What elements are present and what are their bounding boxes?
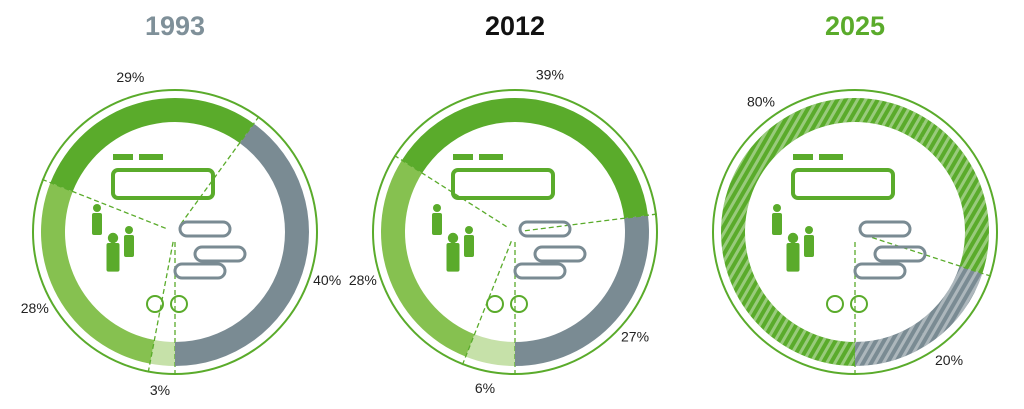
divider xyxy=(180,113,262,225)
value-label: 28% xyxy=(21,300,49,316)
value-label: 40% xyxy=(313,272,341,288)
bike-wheel xyxy=(826,295,844,313)
bike-wheel xyxy=(510,295,528,313)
car-icon xyxy=(513,262,567,280)
bus-roof xyxy=(113,154,133,160)
car-icon xyxy=(533,245,587,263)
bus-roof xyxy=(139,154,163,160)
bus-roof xyxy=(793,154,813,160)
person-body xyxy=(786,243,800,272)
car-icon xyxy=(173,262,227,280)
divider xyxy=(524,213,660,232)
person-head xyxy=(773,204,781,212)
bus-roof xyxy=(819,154,843,160)
divider xyxy=(39,177,166,229)
value-label: 80% xyxy=(747,93,775,109)
person-body xyxy=(106,243,120,272)
car-icon xyxy=(853,262,907,280)
person-head xyxy=(447,232,459,244)
bus-icon xyxy=(451,168,555,200)
person-head xyxy=(125,226,133,234)
chart-title: 2012 xyxy=(485,11,545,41)
person-body xyxy=(772,213,782,235)
person-head xyxy=(465,226,473,234)
value-label: 6% xyxy=(475,380,495,396)
person-head xyxy=(93,204,101,212)
bus-roof xyxy=(479,154,503,160)
bike-wheel xyxy=(486,295,504,313)
donut-segment xyxy=(175,123,309,366)
bike-wheel xyxy=(170,295,188,313)
car-icon xyxy=(193,245,247,263)
person-head xyxy=(787,232,799,244)
donut-segment xyxy=(149,340,175,366)
value-label: 28% xyxy=(349,272,377,288)
donut-segment xyxy=(50,97,254,192)
car-icon xyxy=(873,245,927,263)
donut-segment xyxy=(380,160,475,357)
person-head xyxy=(805,226,813,234)
divider xyxy=(864,234,995,278)
person-body xyxy=(804,235,814,257)
value-label: 27% xyxy=(621,329,649,345)
chart-title: 1993 xyxy=(145,11,205,41)
car-icon xyxy=(518,220,572,238)
person-body xyxy=(124,235,134,257)
value-label: 39% xyxy=(536,67,564,83)
person-body xyxy=(92,213,102,235)
person-head xyxy=(433,204,441,212)
bike-wheel xyxy=(146,295,164,313)
bus-roof xyxy=(453,154,473,160)
hatch-overlay xyxy=(855,265,983,366)
icons xyxy=(772,154,927,313)
car-icon xyxy=(178,220,232,238)
bus-icon xyxy=(111,168,215,200)
person-body xyxy=(432,213,442,235)
value-label: 3% xyxy=(150,382,170,398)
bike-wheel xyxy=(850,295,868,313)
icons xyxy=(92,154,247,313)
donut-segment xyxy=(40,182,155,364)
value-label: 20% xyxy=(935,352,963,368)
bus-icon xyxy=(791,168,895,200)
donut-segment xyxy=(465,334,515,366)
icons xyxy=(432,154,587,313)
donut-segment xyxy=(515,215,649,366)
chart-title: 2025 xyxy=(825,11,885,41)
person-head xyxy=(107,232,119,244)
car-icon xyxy=(858,220,912,238)
person-body xyxy=(464,235,474,257)
donut-segment xyxy=(401,97,648,219)
divider xyxy=(391,153,507,228)
person-body xyxy=(446,243,460,272)
value-label: 29% xyxy=(116,69,144,85)
